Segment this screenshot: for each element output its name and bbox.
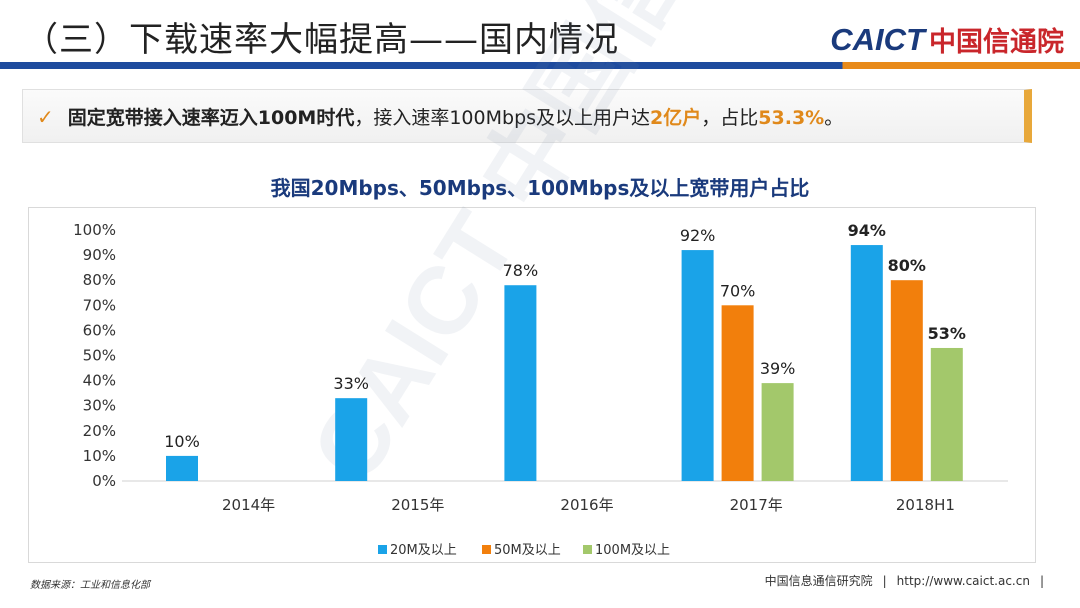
footer-separator: | [882,574,887,588]
data-label: 10% [164,432,200,451]
bar-100m [761,383,794,481]
legend-swatch [378,545,387,554]
legend-label: 100M及以上 [595,543,670,558]
callout-text-2: ，占比 [701,107,759,129]
y-tick-label: 40% [83,372,116,390]
data-label: 94% [848,221,886,240]
checkmark-icon: ✓ [37,105,54,129]
legend-label: 20M及以上 [390,543,457,558]
y-tick-label: 10% [83,447,116,465]
x-tick-label: 2017年 [730,496,783,514]
data-label: 78% [503,261,539,280]
footer-separator-end: | [1039,574,1044,588]
caict-logo: CAICT 中国信通院 [830,20,1064,59]
chart-frame [28,207,1036,563]
bar-20m [166,455,198,481]
bar-20m [504,285,537,481]
y-tick-label: 0% [92,472,116,490]
footer-url[interactable]: http://www.caict.ac.cn [896,574,1030,588]
y-tick-label: 50% [83,347,116,365]
data-label: 39% [760,359,796,378]
bar-50m [721,305,754,481]
y-tick-label: 30% [83,397,116,415]
y-tick-label: 90% [83,246,116,264]
data-label: 80% [888,256,926,275]
y-tick-label: 60% [83,321,116,339]
callout-highlight-users: 2亿户 [650,107,702,129]
footer: 中国信息通信研究院 | http://www.caict.ac.cn | [765,572,1054,589]
callout-text-1: ，接入速率100Mbps及以上用户达 [354,107,651,129]
y-tick-label: 80% [83,271,116,289]
page-title: （三）下载速率大幅提高——国内情况 [24,20,619,60]
bar-20m [850,245,883,481]
data-label: 92% [680,226,716,245]
callout-highlight-share: 53.3% [758,107,825,129]
y-tick-label: 20% [83,422,116,440]
data-label: 33% [333,374,369,393]
bar-50m [890,280,923,481]
callout-text-3: 。 [824,107,844,129]
logo-mark: CAICT [830,21,925,57]
bar-20m [681,250,714,481]
key-point-callout: ✓ 固定宽带接入速率迈入100M时代 ，接入速率100Mbps及以上用户达 2亿… [22,89,1032,143]
footer-org: 中国信息通信研究院 [764,574,873,588]
bar-100m [930,347,963,481]
logo-text: 中国信通院 [929,27,1064,58]
x-tick-label: 2014年 [222,496,275,514]
y-tick-label: 70% [83,296,116,314]
chart-title: 我国20Mbps、50Mbps、100Mbps及以上宽带用户占比 [270,176,810,200]
legend-swatch [482,545,491,554]
legend-swatch [583,545,592,554]
callout-lead: 固定宽带接入速率迈入100M时代 [67,107,355,129]
header-divider-bar [0,62,1080,69]
data-label: 70% [720,281,756,300]
y-tick-label: 100% [73,221,116,239]
legend-label: 50M及以上 [494,543,561,558]
x-tick-label: 2018H1 [896,496,955,514]
data-label: 53% [928,324,966,343]
x-tick-label: 2015年 [391,496,444,514]
bar-20m [335,398,368,481]
x-tick-label: 2016年 [560,496,613,514]
data-source-note: 数据来源：工业和信息化部 [30,580,150,591]
